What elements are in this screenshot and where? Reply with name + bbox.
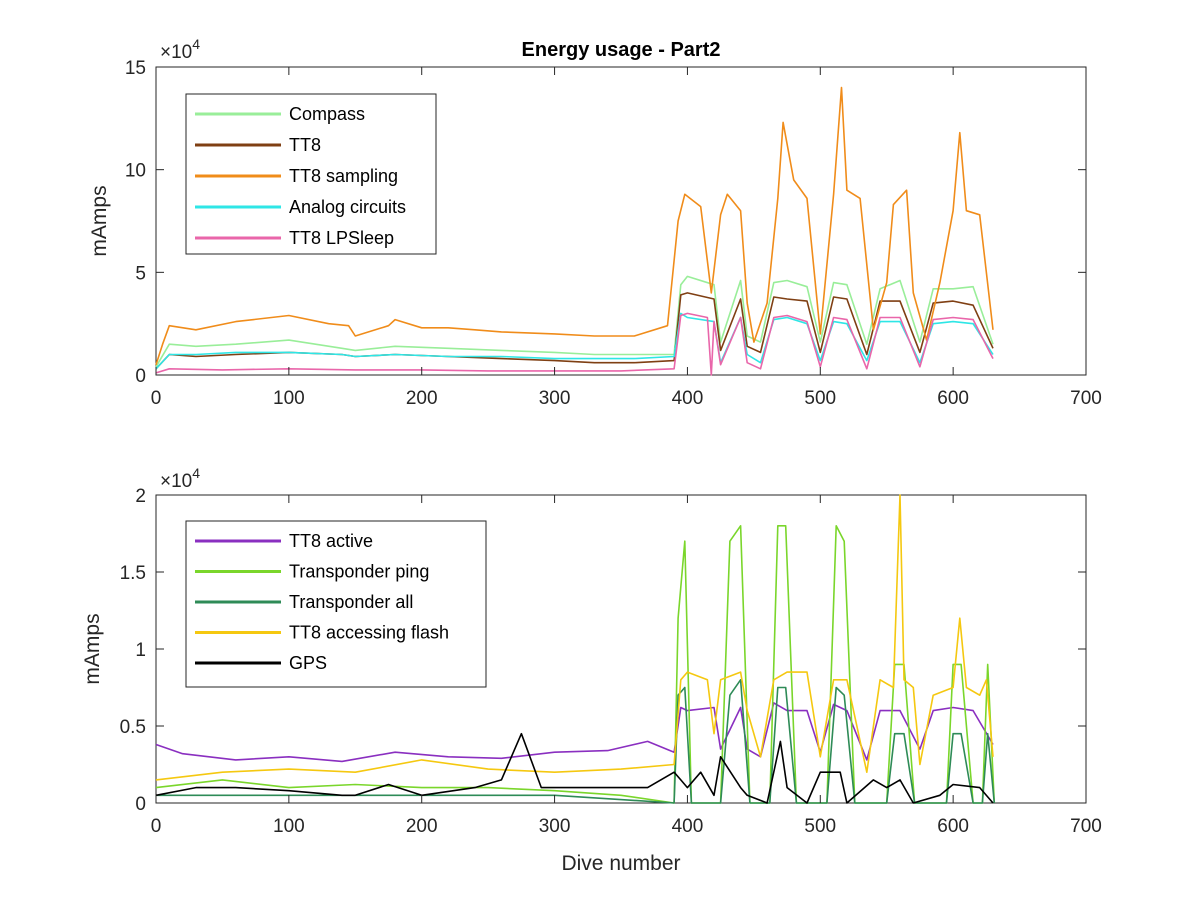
- top-legend-label-compass: Compass: [289, 104, 365, 124]
- top-y-tick-label: 5: [135, 263, 146, 284]
- bottom-y-tick-label: 1: [135, 640, 146, 661]
- top-panel: Energy usage - Part2 ×104 mAmps 0 100 200 3…: [88, 36, 1102, 409]
- top-x-tick-label: 0: [151, 388, 162, 409]
- bottom-series-line-tt8-accessing-flash: [155, 494, 994, 781]
- bottom-legend-label-transponder-ping: Transponder ping: [289, 562, 429, 582]
- top-x-tick-label: 200: [406, 388, 438, 409]
- bottom-exponent-label: ×104: [160, 465, 200, 492]
- bottom-legend-label-gps: GPS: [289, 653, 327, 673]
- bottom-x-tick-label: 100: [273, 816, 305, 837]
- bottom-series-line-gps: [155, 732, 994, 804]
- bottom-series-line-transponder-all: [156, 678, 996, 804]
- bottom-y-tick-label: 1.5: [120, 563, 146, 584]
- top-legend-label-tt8-sampling: TT8 sampling: [289, 166, 398, 186]
- bottom-series-line-tt8-active: [155, 702, 994, 763]
- bottom-x-tick-label: 500: [804, 816, 836, 837]
- top-x-tick-label: 400: [672, 388, 704, 409]
- top-series-line-tt8-sampling: [155, 86, 994, 365]
- top-x-tick-label: 600: [937, 388, 969, 409]
- bottom-y-tick-label: 0: [135, 794, 146, 815]
- chart-title: Energy usage - Part2: [522, 39, 721, 61]
- bottom-series-lines: [155, 494, 996, 804]
- top-x-tick-label: 700: [1070, 388, 1102, 409]
- top-y-tick-label: 0: [135, 366, 146, 387]
- bottom-legend-box: [185, 520, 487, 688]
- bottom-x-tick-label: 600: [937, 816, 969, 837]
- top-y-tick-label: 15: [125, 58, 146, 79]
- bottom-legend-label-tt8-active: TT8 active: [289, 531, 373, 551]
- top-legend: Compass TT8 TT8 sampling Analog circuits TT8…: [185, 93, 437, 255]
- bottom-panel: ×104 mAmps 0 100 200 300 400 500 600 700 0 0.5 1 1.…: [81, 465, 1102, 837]
- bottom-legend: TT8 active Transponder ping Transponder al…: [185, 520, 487, 688]
- bottom-legend-label-tt8-accessing-flash: TT8 accessing flash: [289, 623, 449, 643]
- top-exponent-label: ×104: [160, 36, 200, 63]
- bottom-y-axis-label: mAmps: [81, 613, 104, 684]
- x-axis-label: Dive number: [561, 852, 680, 875]
- top-x-tick-label: 100: [273, 388, 305, 409]
- bottom-x-tick-label: 700: [1070, 816, 1102, 837]
- top-y-axis-label: mAmps: [88, 185, 111, 256]
- top-legend-label-tt8: TT8: [289, 135, 321, 155]
- top-legend-label-analog-circuits: Analog circuits: [289, 197, 406, 217]
- top-x-tick-label: 300: [539, 388, 571, 409]
- bottom-x-tick-label: 400: [672, 816, 704, 837]
- top-series-line-tt8-lpsleep: [155, 312, 994, 376]
- bottom-legend-label-transponder-all: Transponder all: [289, 592, 413, 612]
- bottom-x-tick-label: 200: [406, 816, 438, 837]
- top-series-lines: [155, 86, 994, 376]
- top-x-tick-label: 500: [804, 388, 836, 409]
- top-legend-label-tt8-lpsleep: TT8 LPSleep: [289, 228, 394, 248]
- bottom-x-tick-label: 300: [539, 816, 571, 837]
- bottom-x-tick-label: 0: [151, 816, 162, 837]
- bottom-series-line-transponder-ping: [155, 524, 996, 804]
- top-legend-box: [185, 93, 437, 255]
- top-series-line-compass: [155, 275, 994, 368]
- bottom-axis-ticks: 0 100 200 300 400 500 600 700 0 0.5 1 1.5 2: [120, 486, 1102, 837]
- bottom-y-tick-label: 0.5: [120, 717, 146, 738]
- top-y-tick-label: 10: [125, 161, 146, 182]
- top-axis-ticks: 0 100 200 300 400 500 600 700 0 5 10 15: [125, 58, 1102, 409]
- bottom-y-tick-label: 2: [135, 486, 146, 507]
